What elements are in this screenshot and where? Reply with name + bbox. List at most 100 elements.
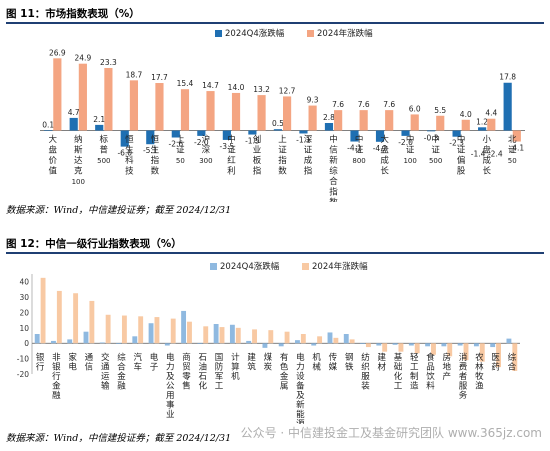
c2-category-label-1: 非银行金融 [52, 352, 61, 401]
c2-bar-s1-7 [154, 317, 160, 344]
c1-bar-s1-17 [487, 118, 496, 131]
c2-category-label-26: 消费者服务 [459, 352, 468, 401]
c1-category-label-3: 恒生科技 [125, 134, 134, 177]
c2-category-label-9: 商贸零售 [182, 352, 191, 392]
c2-category-label-25: 房地产 [443, 352, 452, 382]
c1-data-label-s0-10: -1.1 [296, 135, 311, 144]
c2-category-label-16: 电力设备及新能源 [296, 352, 305, 424]
c1-bar-s0-4 [146, 130, 155, 145]
c2-bar-s1-24 [431, 343, 436, 355]
c1-data-label-s1-3: 18.7 [126, 70, 143, 79]
c1-bar-s0-16 [452, 130, 461, 137]
c2-bar-s0-1 [51, 340, 56, 344]
c2-y-tick-5: 30 [19, 293, 29, 302]
c1-bar-s0-13 [375, 130, 385, 142]
c1-bar-s0-7 [222, 130, 231, 140]
c2-bar-s1-19 [349, 339, 355, 344]
c2-bar-s1-14 [268, 330, 274, 344]
c2-legend-swatch-1 [302, 263, 309, 270]
c1-bar-s1-11 [334, 110, 343, 131]
c1-legend-label-0: 2024Q4涨跌幅 [225, 28, 285, 39]
figure-11-title-rule [6, 22, 544, 24]
c2-bar-s0-29 [506, 338, 512, 344]
c1-data-label-s1-14: 6.0 [409, 104, 421, 113]
c1-data-label-s0-13: -4.2 [373, 144, 388, 153]
c1-bar-s0-8 [248, 130, 257, 135]
c2-bar-s0-3 [83, 331, 89, 344]
c2-bar-s1-10 [203, 326, 209, 344]
c1-bar-s1-14 [410, 114, 419, 131]
c2-y-tick-1: -10 [17, 355, 29, 364]
c2-bar-s0-19 [343, 334, 349, 344]
c2-y-tick-2: 0 [24, 339, 29, 348]
c2-category-label-0: 银行 [36, 352, 45, 373]
c2-bar-s1-0 [40, 277, 46, 344]
c1-bar-s1-1 [78, 63, 87, 131]
c2-category-label-2: 家电 [68, 352, 77, 373]
c1-data-label-s0-1: 4.7 [68, 108, 80, 117]
c1-data-label-s0-8: -1.5 [245, 137, 260, 146]
c1-category-label-6: 沪深 300 [199, 134, 212, 165]
c1-bar-s1-15 [436, 115, 445, 131]
c2-bar-s1-12 [235, 327, 241, 344]
c2-bar-s0-5 [116, 343, 121, 344]
c1-data-label-s0-9: 0.5 [272, 119, 284, 128]
c2-bar-s0-11 [213, 324, 219, 344]
figure-12-source: 数据来源：Wind，中信建投证券；截至 2024/12/31 [6, 433, 232, 444]
c1-data-label-s0-5: -2.6 [168, 140, 183, 149]
c1-data-label-s1-15: 5.5 [434, 106, 446, 115]
c2-category-label-29: 综合 [508, 352, 517, 373]
c2-bar-s0-14 [262, 343, 268, 348]
c2-bar-s1-22 [398, 343, 404, 352]
c1-data-label-s1-12: 7.6 [358, 100, 370, 109]
c1-bar-s1-7 [231, 92, 241, 131]
c1-data-label-s0-4: -5.1 [143, 146, 158, 155]
c1-bar-s0-5 [171, 130, 180, 138]
c2-bar-s1-28 [496, 343, 501, 368]
c2-bar-s0-15 [278, 343, 284, 347]
c2-category-label-17: 机械 [312, 352, 321, 373]
c1-data-label-s1-11: 7.6 [332, 100, 344, 109]
c1-category-label-8: 创业板指 [253, 134, 262, 177]
c1-bar-s1-2 [104, 67, 113, 131]
c2-category-label-22: 基础化工 [394, 352, 403, 392]
c2-bar-s0-20 [360, 343, 365, 344]
c1-data-label-s1-16: 4.0 [460, 110, 472, 119]
c2-category-label-20: 纺织服装 [361, 352, 370, 392]
c1-bar-s0-6 [197, 130, 206, 136]
c2-bar-s1-16 [300, 334, 306, 344]
c1-bar-s0-3 [120, 130, 129, 147]
figure-11-source: 数据来源：Wind，中信建投证券；截至 2024/12/31 [6, 205, 232, 216]
c2-bar-s0-24 [425, 343, 431, 347]
c2-bar-s0-7 [148, 323, 154, 344]
c2-bar-s0-21 [376, 343, 382, 346]
c2-category-label-23: 轻工制造 [410, 352, 419, 392]
c1-data-label-s0-17: 1.2 [476, 117, 488, 126]
c2-bar-s1-26 [463, 343, 469, 361]
c1-data-label-s1-6: 14.7 [202, 81, 219, 90]
c2-y-tick-4: 20 [19, 308, 29, 317]
market-index-chart: 2024Q4涨跌幅 2024年涨跌幅 0.1 4.7 2.1 -6.0 -5.1 -2.6 -2… [40, 28, 525, 202]
c2-category-label-18: 传媒 [329, 352, 338, 373]
c2-category-label-10: 石油石化 [199, 353, 208, 392]
c2-bar-s1-11 [219, 327, 225, 344]
c1-category-label-1: 纳斯达克 100 [72, 134, 85, 186]
c2-bar-s1-25 [447, 343, 453, 357]
c1-category-label-15: 中证 500 [429, 134, 442, 165]
c2-bar-s1-15 [284, 331, 290, 344]
figure-12-title: 图 12：中信一级行业指数表现（%） [6, 238, 182, 250]
c1-category-label-10: 深证成指 [304, 135, 313, 177]
c2-bar-s0-10 [197, 343, 203, 344]
c2-bar-s0-0 [34, 334, 40, 344]
c1-data-label-s1-13: 7.6 [383, 100, 395, 109]
c1-data-label-s1-9: 12.7 [279, 86, 296, 95]
c2-bar-s1-8 [170, 318, 176, 344]
figure-12-title-rule [6, 252, 544, 254]
c2-bar-s0-23 [408, 343, 414, 346]
c1-category-label-7: 中证红利 [227, 134, 236, 177]
c2-bar-s0-26 [457, 343, 463, 346]
c2-category-label-27: 农林牧渔 [475, 352, 484, 392]
c1-category-label-4: 恒生指数 [151, 134, 160, 177]
watermark-text: 公众号 · 中信建投金工及基金研究团队 www.365jz.com [240, 426, 542, 440]
c2-category-label-13: 建筑 [247, 352, 256, 373]
